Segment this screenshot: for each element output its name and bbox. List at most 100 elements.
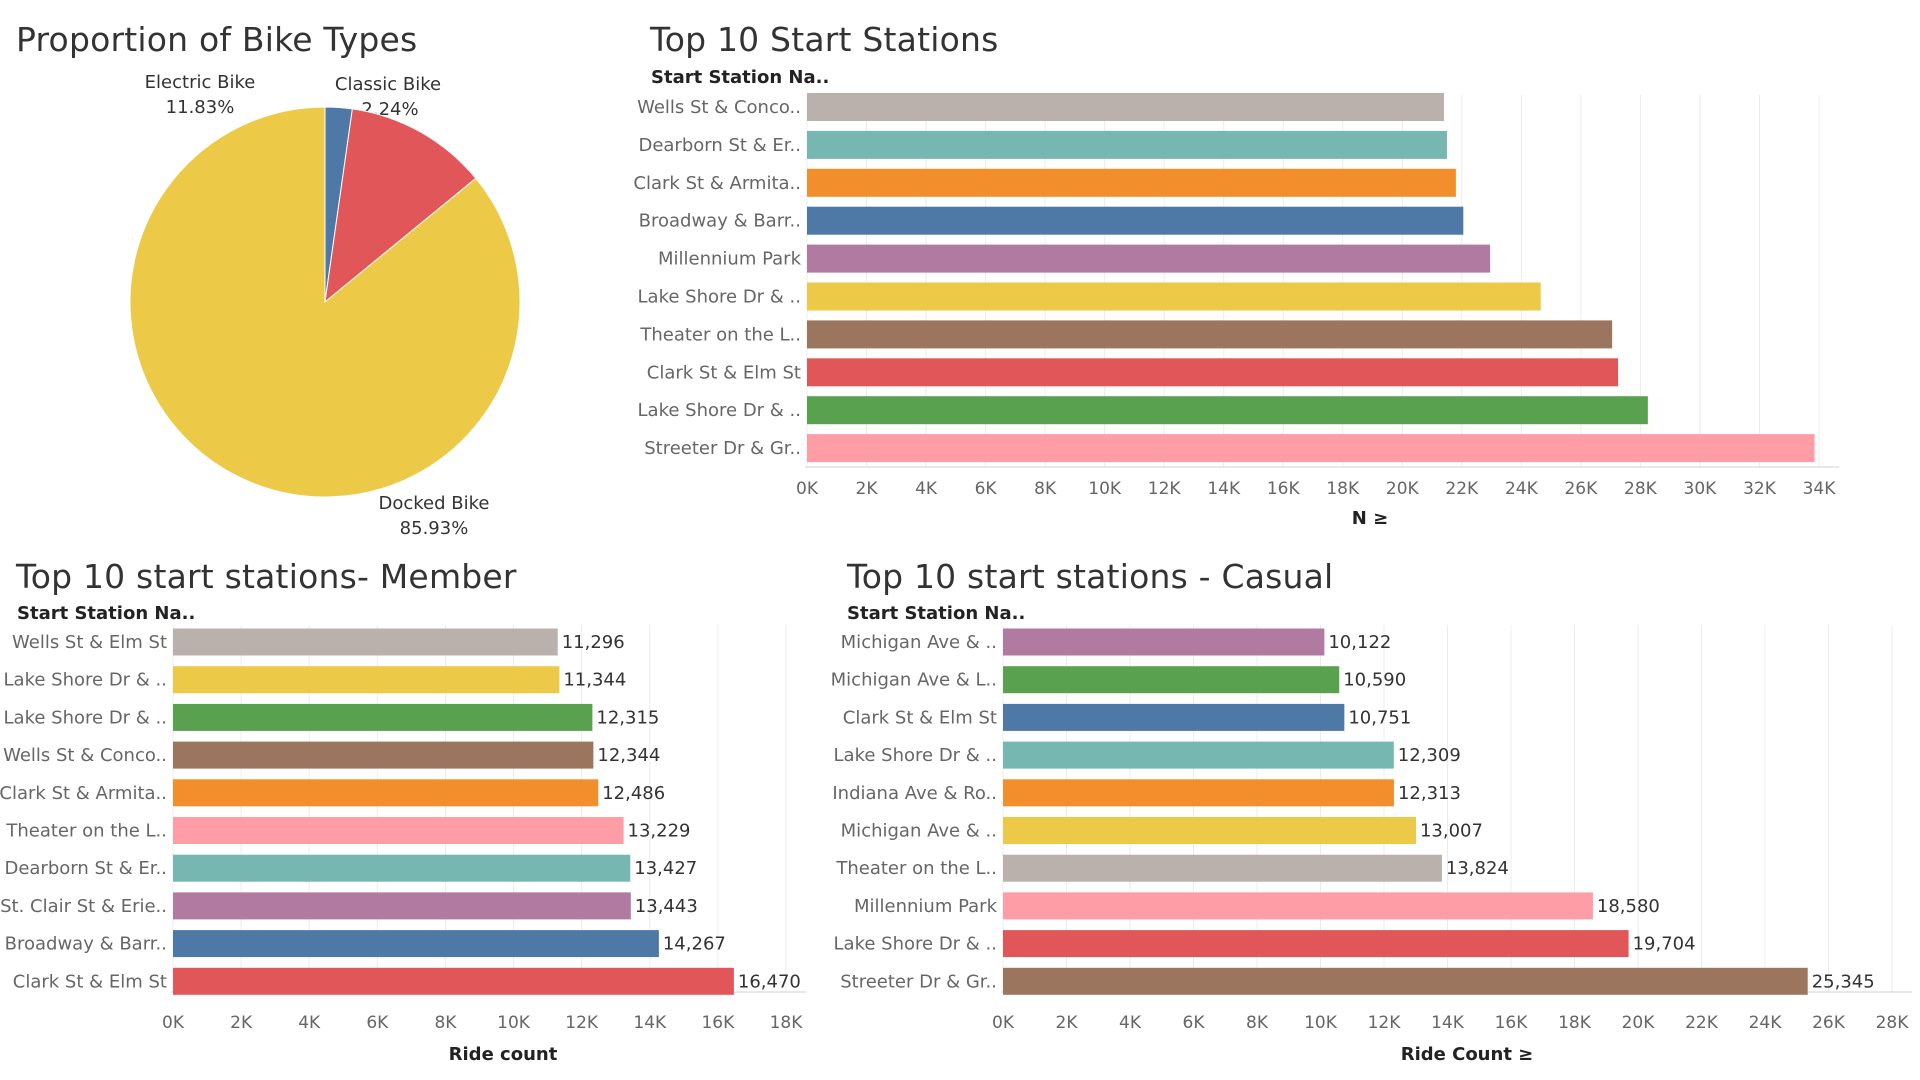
x-tick-label: 14K — [1431, 1013, 1465, 1033]
category-label: Lake Shore Dr & .. — [638, 400, 801, 421]
x-tick-label: 8K — [1246, 1013, 1269, 1033]
value-label: 10,751 — [1348, 707, 1411, 728]
start-stations-panel: Top 10 Start Stations 0K 2K 4K 6K 8K 10K 12K 14… — [633, 0, 1920, 545]
x-tick-label: 6K — [1183, 1013, 1206, 1033]
x-tick-label: 26K — [1564, 479, 1598, 499]
x-tick-label: 14K — [633, 1013, 667, 1033]
x-tick-label: 8K — [434, 1013, 457, 1033]
category-label: Michigan Ave & .. — [841, 821, 997, 842]
bar — [807, 396, 1648, 425]
start-stations-title: Top 10 Start Stations — [650, 20, 999, 59]
pie-label: Classic Bike — [335, 74, 441, 95]
x-tick-label: 10K — [497, 1013, 531, 1033]
x-tick-label: 2K — [1056, 1013, 1079, 1033]
category-label: Streeter Dr & Gr.. — [840, 971, 997, 992]
value-label: 12,315 — [596, 707, 659, 728]
x-tick-label: 0K — [796, 479, 819, 499]
value-label: 11,344 — [563, 670, 626, 691]
bar — [1003, 930, 1629, 958]
row-header: Start Station Na.. — [847, 603, 1025, 624]
category-label: Dearborn St & Er.. — [4, 858, 167, 879]
bar — [807, 244, 1491, 273]
category-label: Millennium Park — [854, 896, 998, 917]
value-label: 13,824 — [1446, 858, 1509, 879]
x-tick-label: 0K — [162, 1013, 185, 1033]
value-label: 13,443 — [635, 896, 698, 917]
row-header: Start Station Na.. — [17, 603, 195, 624]
category-label: Millennium Park — [658, 249, 802, 270]
pie-title: Proportion of Bike Types — [16, 20, 418, 59]
bar — [173, 779, 599, 807]
category-label: Streeter Dr & Gr.. — [644, 438, 801, 459]
x-tick-label: 20K — [1386, 479, 1420, 499]
bar — [173, 854, 631, 882]
value-label: 12,313 — [1398, 783, 1461, 804]
x-axis-title: Ride count — [449, 1044, 558, 1065]
x-tick-label: 28K — [1876, 1013, 1910, 1033]
x-tick-label: 22K — [1445, 479, 1479, 499]
x-tick-label: 32K — [1743, 479, 1777, 499]
category-label: Clark St & Armita.. — [0, 783, 167, 804]
category-label: Lake Shore Dr & .. — [834, 745, 997, 766]
value-label: 12,309 — [1398, 745, 1461, 766]
category-label: Lake Shore Dr & .. — [638, 287, 801, 308]
x-axis-title: Ride Count ≥ — [1401, 1044, 1534, 1065]
casual-title: Top 10 start stations - Casual — [847, 557, 1334, 596]
value-label: 13,427 — [634, 858, 697, 879]
pie-percent: 85.93% — [400, 518, 469, 539]
value-label: 12,486 — [602, 783, 665, 804]
bar — [807, 206, 1464, 235]
category-label: Michigan Ave & L.. — [831, 670, 997, 691]
bar — [807, 93, 1444, 121]
bar — [807, 282, 1541, 311]
x-tick-label: 28K — [1624, 479, 1658, 499]
bar — [1003, 854, 1442, 882]
category-label: Michigan Ave & .. — [841, 632, 997, 653]
category-label: Clark St & Armita.. — [633, 173, 801, 194]
value-label: 11,296 — [562, 632, 625, 653]
category-label: Wells St & Elm St — [12, 632, 167, 653]
x-tick-label: 18K — [770, 1013, 804, 1033]
bar — [1003, 703, 1345, 731]
category-label: Clark St & Elm St — [647, 362, 801, 383]
bar — [173, 930, 659, 958]
bar — [1003, 817, 1416, 844]
x-tick-label: 16K — [1267, 479, 1301, 499]
value-label: 18,580 — [1597, 896, 1660, 917]
x-tick-label: 24K — [1749, 1013, 1783, 1033]
bar — [173, 628, 558, 656]
value-label: 13,229 — [628, 821, 691, 842]
value-label: 14,267 — [663, 934, 726, 955]
bar — [807, 434, 1815, 463]
member-title: Top 10 start stations- Member — [16, 557, 517, 596]
x-tick-label: 12K — [565, 1013, 599, 1033]
value-label: 10,590 — [1343, 670, 1406, 691]
x-tick-label: 6K — [975, 479, 998, 499]
x-tick-label: 12K — [1148, 479, 1182, 499]
value-label: 13,007 — [1420, 821, 1483, 842]
bar — [173, 741, 594, 769]
x-tick-label: 4K — [1119, 1013, 1142, 1033]
category-label: Clark St & Elm St — [843, 707, 997, 728]
bar — [1003, 628, 1325, 656]
x-tick-label: 4K — [915, 479, 938, 499]
bar — [807, 168, 1456, 197]
x-tick-label: 26K — [1812, 1013, 1846, 1033]
bar — [807, 358, 1619, 387]
category-label: St. Clair St & Erie.. — [0, 896, 167, 917]
category-label: Broadway & Barr.. — [5, 934, 167, 955]
x-tick-label: 20K — [1622, 1013, 1656, 1033]
pie-percent: 11.83% — [166, 97, 235, 118]
bar — [1003, 666, 1340, 694]
x-axis-title: N ≥ — [1352, 508, 1388, 529]
category-label: Theater on the L.. — [5, 821, 167, 842]
category-label: Indiana Ave & Ro.. — [832, 783, 997, 804]
x-tick-label: 18K — [1326, 479, 1360, 499]
bar — [173, 892, 631, 920]
pie-label: Docked Bike — [379, 493, 490, 514]
category-label: Lake Shore Dr & .. — [4, 707, 167, 728]
bar — [1003, 779, 1394, 807]
bar — [173, 967, 734, 995]
x-tick-label: 0K — [992, 1013, 1015, 1033]
